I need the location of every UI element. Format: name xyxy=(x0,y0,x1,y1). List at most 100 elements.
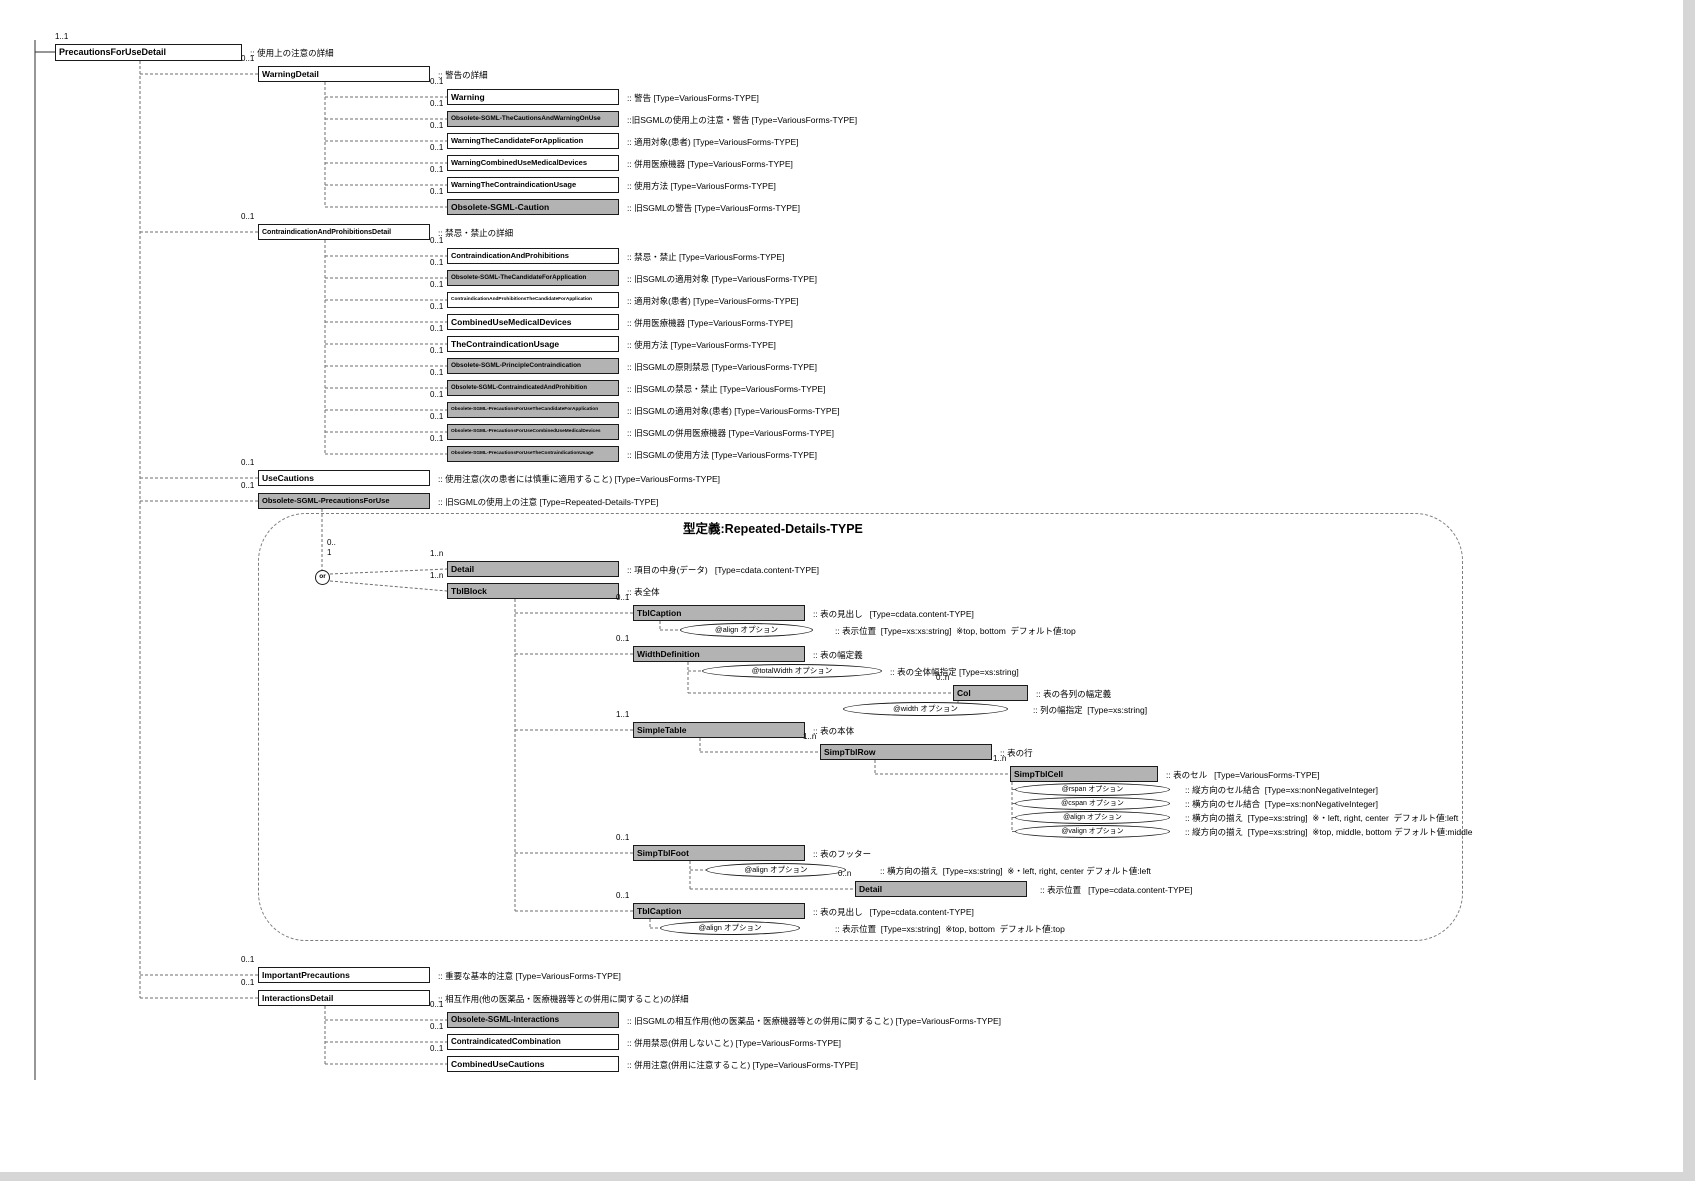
description-combinedusemedicaldevices: :: 併用医療機器 [Type=VariousForms-TYPE] xyxy=(627,318,793,328)
description-contraindicationandprohibitionsdetail: :: 禁忌・禁止の詳細 xyxy=(438,228,514,238)
element-widthdefinition: WidthDefinition xyxy=(633,646,805,662)
cardinality-col: 0..n xyxy=(936,673,950,682)
element-warningcombinedusemedicaldevices: WarningCombinedUseMedicalDevices xyxy=(447,155,619,171)
cardinality-obsolete-sgml-thecandidateforapplication: 0..1 xyxy=(430,258,444,267)
description-simptblcell: :: 表のセル [Type=VariousForms-TYPE] xyxy=(1166,770,1320,780)
element-simptblfoot: SimpTblFoot xyxy=(633,845,805,861)
description-obsolete-sgml-caution: :: 旧SGMLの警告 [Type=VariousForms-TYPE] xyxy=(627,203,800,213)
description-attr-valign: :: 縦方向の揃え [Type=xs:string] ※top, middle,… xyxy=(1185,827,1473,837)
element-obsolete-sgml-thecautionsandwarningonuse: Obsolete-SGML-TheCautionsAndWarningOnUse xyxy=(447,111,619,127)
description-warningthecandidateforapplication: :: 適用対象(患者) [Type=VariousForms-TYPE] xyxy=(627,137,799,147)
cardinality-warningdetail: 0..1 xyxy=(241,54,255,63)
description-simpletable: :: 表の本体 xyxy=(813,726,855,736)
element-obsolete-sgml-precautionsforusecombinedusemedicaldevices: Obsolete-SGML-PrecautionsForUseCombinedU… xyxy=(447,424,619,440)
description-obsolete-sgml-contraindicatedandprohibition: :: 旧SGMLの禁忌・禁止 [Type=VariousForms-TYPE] xyxy=(627,384,826,394)
cardinality-warningthecandidateforapplication: 0..1 xyxy=(430,121,444,130)
cardinality-obsolete-sgml-precautionsforusethecandidateforapplication: 0..1 xyxy=(430,390,444,399)
element-obsolete-sgml-caution: Obsolete-SGML-Caution xyxy=(447,199,619,215)
description-warning: :: 警告 [Type=VariousForms-TYPE] xyxy=(627,93,759,103)
description-attr-align-caption: :: 表示位置 [Type=xs:xs:string] ※top, bottom… xyxy=(835,626,1076,636)
cardinality-simptblrow: 1..n xyxy=(803,732,817,741)
typedef-title: 型定義:Repeated-Details-TYPE xyxy=(683,522,863,536)
element-obsolete-sgml-contraindicatedandprohibition: Obsolete-SGML-ContraindicatedAndProhibit… xyxy=(447,380,619,396)
element-warningthecandidateforapplication: WarningTheCandidateForApplication xyxy=(447,133,619,149)
element-obsolete-sgml-principlecontraindication: Obsolete-SGML-PrincipleContraindication xyxy=(447,358,619,374)
cardinality-interactionsdetail: 0..1 xyxy=(241,978,255,987)
cardinality-contraindicationandprohibitionsthecandidateforapplication: 0..1 xyxy=(430,280,444,289)
description-obsolete-sgml-thecandidateforapplication: :: 旧SGMLの適用対象 [Type=VariousForms-TYPE] xyxy=(627,274,817,284)
element-obsolete-sgml-precautionsforusethecandidateforapplication: Obsolete-SGML-PrecautionsForUseTheCandid… xyxy=(447,402,619,418)
attribute-attr-align-cell: @align オプション xyxy=(1015,811,1170,824)
cardinality-thecontraindicationusage: 0..1 xyxy=(430,324,444,333)
description-obsolete-sgml-interactions: :: 旧SGMLの相互作用(他の医薬品・医療機器等との併用に関すること) [Ty… xyxy=(627,1016,1002,1026)
attribute-attr-totalwidth: @totalWidth オプション xyxy=(702,664,882,678)
element-obsolete-sgml-interactions: Obsolete-SGML-Interactions xyxy=(447,1012,619,1028)
cardinality-simpletable: 1..1 xyxy=(616,710,630,719)
description-warningcombinedusemedicaldevices: :: 併用医療機器 [Type=VariousForms-TYPE] xyxy=(627,159,793,169)
description-thecontraindicationusage: :: 使用方法 [Type=VariousForms-TYPE] xyxy=(627,340,776,350)
cardinality-contraindicationandprohibitions: 0..1 xyxy=(430,236,444,245)
description-contraindicationandprohibitions: :: 禁忌・禁止 [Type=VariousForms-TYPE] xyxy=(627,252,785,262)
choice-or: or xyxy=(315,570,330,585)
element-warning: Warning xyxy=(447,89,619,105)
page-edge-bottom xyxy=(0,1172,1683,1181)
element-importantprecautions: ImportantPrecautions xyxy=(258,967,430,983)
description-importantprecautions: :: 重要な基本的注意 [Type=VariousForms-TYPE] xyxy=(438,971,621,981)
description-contraindicationandprohibitionsthecandidateforapplication: :: 適用対象(患者) [Type=VariousForms-TYPE] xyxy=(627,296,799,306)
description-widthdefinition: :: 表の幅定義 xyxy=(813,650,863,660)
cardinality-tblcaption: 0..1 xyxy=(616,593,630,602)
description-interactionsdetail: :: 相互作用(他の医薬品・医療機器等との併用に関すること)の詳細 xyxy=(438,994,689,1004)
element-tblcaption2: TblCaption xyxy=(633,903,805,919)
cardinality-detail2: 0..n xyxy=(838,869,852,878)
cardinality-obsolete-sgml-contraindicatedandprohibition: 0..1 xyxy=(430,368,444,377)
attribute-attr-width: @width オプション xyxy=(843,702,1008,716)
description-contraindicatedcombination: :: 併用禁忌(併用しないこと) [Type=VariousForms-TYPE… xyxy=(627,1038,842,1048)
element-simpletable: SimpleTable xyxy=(633,722,805,738)
element-combinedusecautions: CombinedUseCautions xyxy=(447,1056,619,1072)
cardinality-tblblock: 1..n xyxy=(430,571,444,580)
cardinality-simptblcell: 1..n xyxy=(993,754,1007,763)
element-detail2: Detail xyxy=(855,881,1027,897)
element-contraindicationandprohibitionsdetail: ContraindicationAndProhibitionsDetail xyxy=(258,224,430,240)
element-tblcaption: TblCaption xyxy=(633,605,805,621)
description-obsolete-sgml-thecautionsandwarningonuse: ::旧SGMLの使用上の注意・警告 [Type=VariousForms-TYP… xyxy=(627,115,858,125)
element-interactionsdetail: InteractionsDetail xyxy=(258,990,430,1006)
attribute-attr-valign: @valign オプション xyxy=(1015,825,1170,838)
label-choice-top: 0.. xyxy=(327,538,336,547)
element-simptblrow: SimpTblRow xyxy=(820,744,992,760)
cardinality-precautionsforusedetail: 1..1 xyxy=(55,32,69,41)
description-obsolete-sgml-principlecontraindication: :: 旧SGMLの原則禁忌 [Type=VariousForms-TYPE] xyxy=(627,362,817,372)
element-contraindicatedcombination: ContraindicatedCombination xyxy=(447,1034,619,1050)
description-tblcaption2: :: 表の見出し [Type=cdata.content-TYPE] xyxy=(813,907,974,917)
description-tblcaption: :: 表の見出し [Type=cdata.content-TYPE] xyxy=(813,609,974,619)
description-simptblfoot: :: 表のフッター xyxy=(813,849,872,859)
element-warningthecontraindicationusage: WarningTheContraindicationUsage xyxy=(447,177,619,193)
cardinality-usecautions: 0..1 xyxy=(241,458,255,467)
description-attr-align-cell: :: 横方向の揃え [Type=xs:string] ※・left, right… xyxy=(1185,813,1459,823)
cardinality-combinedusemedicaldevices: 0..1 xyxy=(430,302,444,311)
description-col: :: 表の各列の幅定義 xyxy=(1036,689,1112,699)
description-obsolete-sgml-precautionsforusecombinedusemedicaldevices: :: 旧SGMLの併用医療機器 [Type=VariousForms-TYPE] xyxy=(627,428,834,438)
description-simptblrow: :: 表の行 xyxy=(1000,748,1033,758)
cardinality-warning: 0..1 xyxy=(430,77,444,86)
cardinality-obsolete-sgml-principlecontraindication: 0..1 xyxy=(430,346,444,355)
description-precautionsforusedetail: :: 使用上の注意の詳細 xyxy=(250,48,334,58)
attribute-attr-cspan: @cspan オプション xyxy=(1015,797,1170,810)
description-usecautions: :: 使用注意(次の患者には慎重に適用すること) [Type=VariousFo… xyxy=(438,474,721,484)
description-warningdetail: :: 警告の詳細 xyxy=(438,70,488,80)
description-attr-align-foot: :: 横方向の揃え [Type=xs:string] ※・left, right… xyxy=(880,866,1151,876)
description-detail: :: 項目の中身(データ) [Type=cdata.content-TYPE] xyxy=(627,565,820,575)
description-attr-rspan: :: 縦方向のセル結合 [Type=xs:nonNegativeInteger] xyxy=(1185,785,1378,795)
element-obsolete-sgml-precautionsforusethecontraindicationusage: Obsolete-SGML-PrecautionsForUseTheContra… xyxy=(447,446,619,462)
cardinality-widthdefinition: 0..1 xyxy=(616,634,630,643)
element-usecautions: UseCautions xyxy=(258,470,430,486)
description-attr-align-caption2: :: 表示位置 [Type=xs:string] ※top, bottom デフ… xyxy=(835,924,1065,934)
attribute-attr-align-caption: @align オプション xyxy=(680,623,813,637)
label-choice-bottom: 1 xyxy=(327,548,332,557)
cardinality-tblcaption2: 0..1 xyxy=(616,891,630,900)
cardinality-detail: 1..n xyxy=(430,549,444,558)
description-obsolete-sgml-precautionsforusethecandidateforapplication: :: 旧SGMLの適用対象(患者) [Type=VariousForms-TYP… xyxy=(627,406,840,416)
element-obsolete-sgml-precautionsforuse: Obsolete-SGML-PrecautionsForUse xyxy=(258,493,430,509)
page-edge-right xyxy=(1683,0,1695,1181)
attribute-attr-rspan: @rspan オプション xyxy=(1015,783,1170,796)
